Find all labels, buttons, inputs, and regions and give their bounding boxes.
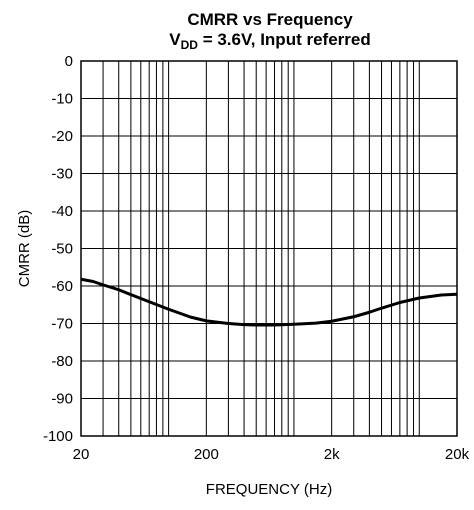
y-tick-label: -100 xyxy=(43,428,73,445)
y-tick-label: 0 xyxy=(65,53,73,70)
x-axis-label: FREQUENCY (Hz) xyxy=(206,481,332,498)
y-tick-label: -60 xyxy=(51,278,73,295)
y-tick-label: -70 xyxy=(51,316,73,333)
x-tick-label: 200 xyxy=(194,446,219,463)
y-tick-label: -80 xyxy=(51,353,73,370)
y-tick-label: -20 xyxy=(51,128,73,145)
grid xyxy=(80,60,458,437)
subtitle-rest: = 3.6V, Input referred xyxy=(197,30,371,49)
chart-title: CMRR vs Frequency xyxy=(187,10,353,29)
subtitle-v: V xyxy=(169,30,181,49)
x-tick-label: 20k xyxy=(445,446,470,463)
series-line xyxy=(80,277,458,327)
y-tick-label: -10 xyxy=(51,91,73,108)
x-tick-label: 2k xyxy=(324,446,340,463)
y-axis-label: CMRR (dB) xyxy=(16,210,33,288)
y-tick-label: -30 xyxy=(51,166,73,183)
plot-frame xyxy=(80,60,458,437)
series-layer xyxy=(80,277,458,327)
x-tick-label: 20 xyxy=(73,446,90,463)
subtitle-subscript: DD xyxy=(180,38,198,52)
x-tick-labels: 20 200 2k 20k xyxy=(73,446,470,463)
y-tick-labels: 0 -10 -20 -30 -40 -50 -60 -70 -80 -90 -100 xyxy=(43,53,73,445)
y-tick-label: -90 xyxy=(51,391,73,408)
chart-subtitle: VDD = 3.6V, Input referred xyxy=(80,30,460,52)
y-tick-label: -50 xyxy=(51,241,73,258)
y-tick-label: -40 xyxy=(51,203,73,220)
